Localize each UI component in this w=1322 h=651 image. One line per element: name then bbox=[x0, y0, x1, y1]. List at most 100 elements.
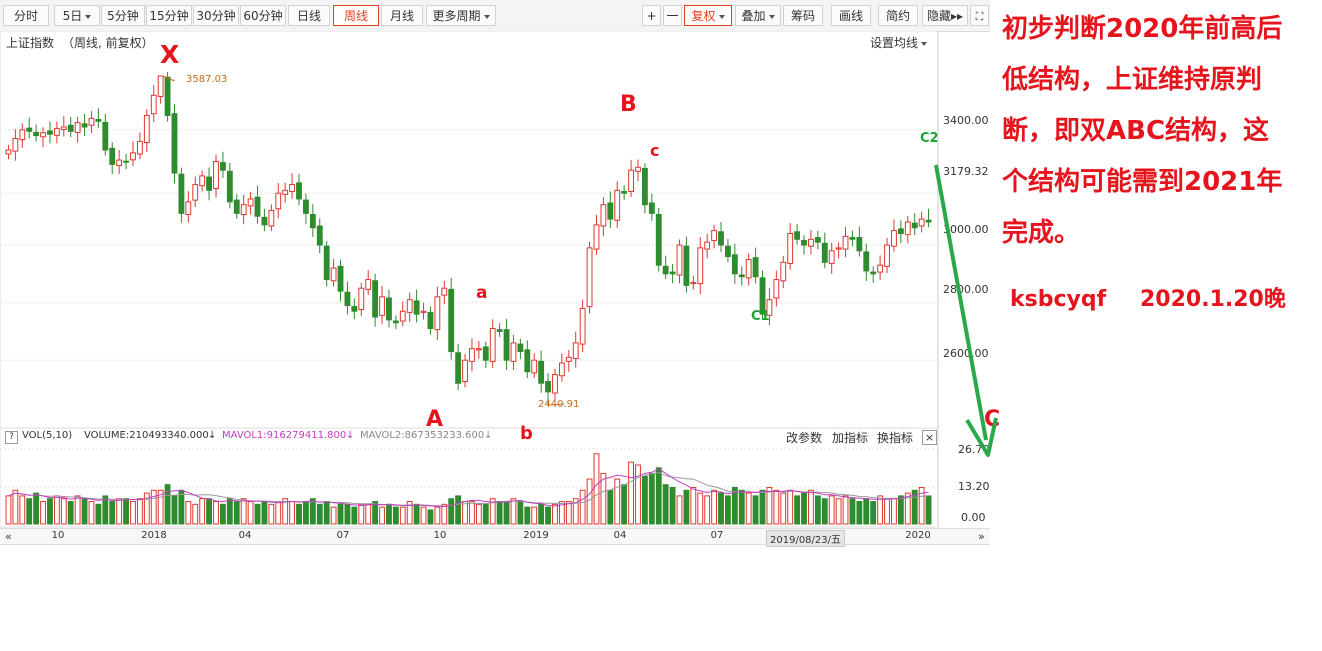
candle-body bbox=[628, 169, 634, 192]
candle-body bbox=[482, 346, 489, 361]
candlestick bbox=[711, 224, 718, 249]
overlay-dropdown[interactable]: 叠加 bbox=[735, 5, 781, 26]
volume-bar bbox=[102, 495, 109, 525]
period-tab-5day[interactable]: 5日 bbox=[54, 5, 100, 26]
more-periods-label: 更多周期 bbox=[432, 9, 481, 23]
wave-label-a-minor: a bbox=[476, 283, 488, 303]
help-icon[interactable]: ? bbox=[5, 431, 18, 444]
change-params-button[interactable]: 改参数 bbox=[786, 431, 823, 445]
candle-body bbox=[40, 132, 46, 138]
candlestick bbox=[130, 141, 136, 167]
volume-bar bbox=[185, 501, 192, 525]
candlestick bbox=[662, 255, 669, 279]
candlestick bbox=[240, 194, 247, 225]
draw-line-button[interactable]: 画线 bbox=[831, 5, 871, 26]
candle-body bbox=[427, 311, 434, 330]
zoom-out-button[interactable]: 一 bbox=[663, 5, 682, 26]
volume-bar bbox=[641, 475, 648, 525]
candlestick bbox=[199, 170, 206, 192]
mavol1-line bbox=[8, 468, 929, 508]
simple-mode-button[interactable]: 简约 bbox=[878, 5, 918, 26]
candlestick bbox=[752, 247, 759, 284]
kline-chart[interactable] bbox=[0, 31, 990, 428]
candle-body bbox=[455, 352, 462, 384]
candlestick bbox=[690, 275, 697, 290]
chart-title: 上证指数 bbox=[6, 36, 55, 50]
period-tab-intraday[interactable]: 分时 bbox=[3, 5, 49, 26]
volume-bar bbox=[510, 498, 517, 525]
volume-bar bbox=[808, 489, 814, 525]
close-icon[interactable]: × bbox=[922, 430, 937, 445]
volume-bar bbox=[316, 503, 323, 525]
candlestick bbox=[552, 368, 558, 401]
fuquan-dropdown[interactable]: 复权 bbox=[684, 5, 732, 26]
volume-bar bbox=[406, 501, 413, 525]
candle-body bbox=[897, 228, 904, 235]
candlestick bbox=[178, 167, 185, 223]
candle-body bbox=[725, 245, 731, 258]
candlestick bbox=[434, 286, 441, 341]
candlestick bbox=[33, 124, 40, 142]
candlestick bbox=[628, 159, 634, 197]
volume-bar bbox=[19, 495, 26, 525]
arrow-head bbox=[965, 417, 998, 457]
chips-button[interactable]: 筹码 bbox=[783, 5, 823, 26]
period-tab-monthly[interactable]: 月线 bbox=[381, 5, 423, 26]
volume-bar bbox=[33, 492, 40, 525]
candlestick bbox=[330, 258, 337, 287]
volume-bar bbox=[517, 501, 524, 525]
candle-body bbox=[877, 264, 884, 273]
period-tab-daily[interactable]: 日线 bbox=[288, 5, 330, 26]
arrow-down-icon: ↓ bbox=[346, 430, 355, 441]
volume-bar bbox=[399, 506, 406, 525]
candlestick bbox=[745, 253, 752, 286]
candlestick bbox=[565, 350, 572, 372]
candlestick bbox=[614, 181, 621, 229]
volume-bar bbox=[489, 498, 496, 525]
candle-body bbox=[19, 129, 26, 141]
period-tab-weekly[interactable]: 周线 bbox=[333, 5, 379, 26]
volume-bar bbox=[372, 501, 379, 525]
fullscreen-icon[interactable]: ⛶ bbox=[970, 5, 989, 26]
ma-settings-button[interactable]: 设置均线 bbox=[870, 34, 928, 51]
candlestick bbox=[282, 182, 289, 203]
volume-bar bbox=[150, 489, 157, 525]
annotation-line: 个结构可能需到2021年 bbox=[1002, 167, 1283, 197]
period-tab-5min[interactable]: 5分钟 bbox=[101, 5, 145, 26]
candle-body bbox=[766, 299, 773, 316]
candle-body bbox=[178, 173, 185, 214]
candlestick bbox=[524, 340, 531, 379]
period-tab-60min[interactable]: 60分钟 bbox=[240, 5, 286, 26]
candle-body bbox=[399, 310, 406, 322]
candle-body bbox=[47, 130, 53, 135]
nav-right-icon[interactable]: » bbox=[978, 530, 985, 543]
zoom-in-button[interactable]: + bbox=[642, 5, 661, 26]
candlestick bbox=[247, 191, 254, 215]
candlestick bbox=[489, 319, 496, 368]
period-tab-15min[interactable]: 15分钟 bbox=[146, 5, 192, 26]
candle-body bbox=[296, 182, 302, 200]
volume-bar bbox=[469, 501, 475, 525]
candlestick bbox=[538, 350, 545, 393]
volume-bar bbox=[828, 495, 835, 525]
annotation-date: 2020.1.20晚 bbox=[1140, 287, 1286, 312]
volume-bar bbox=[552, 503, 558, 525]
candle-body bbox=[538, 360, 545, 384]
period-tab-30min[interactable]: 30分钟 bbox=[193, 5, 239, 26]
add-indicator-button[interactable]: 加指标 bbox=[832, 431, 869, 445]
x-tick: 2019 bbox=[523, 530, 549, 541]
candlestick bbox=[579, 299, 586, 353]
candlestick bbox=[171, 104, 178, 184]
volume-bar bbox=[358, 503, 365, 525]
candlestick bbox=[386, 289, 392, 328]
candle-body bbox=[773, 279, 780, 299]
volume-bar bbox=[233, 501, 240, 525]
candlestick bbox=[206, 167, 212, 201]
period-tab-more[interactable]: 更多周期 bbox=[426, 5, 496, 26]
volume-bar bbox=[475, 503, 482, 525]
switch-indicator-button[interactable]: 换指标 bbox=[877, 431, 914, 445]
hide-button[interactable]: 隐藏▸▸ bbox=[922, 5, 968, 26]
nav-left-icon[interactable]: « bbox=[5, 530, 12, 543]
candlestick bbox=[316, 218, 323, 254]
candlestick bbox=[47, 121, 53, 144]
